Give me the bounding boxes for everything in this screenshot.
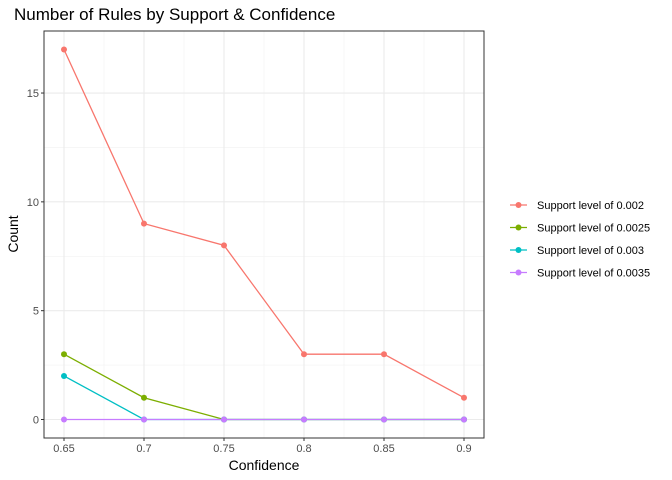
legend-item: Support level of 0.0025 [510, 223, 650, 235]
data-point [61, 372, 67, 379]
legend-key-point [515, 247, 522, 253]
x-axis-title: Confidence [229, 457, 300, 473]
legend-key-point [515, 202, 522, 208]
legend-item: Support level of 0.002 [510, 200, 644, 212]
series-lines [61, 46, 467, 423]
y-tick-label: 15 [27, 88, 39, 100]
data-point [301, 351, 307, 358]
series-1 [61, 46, 467, 401]
y-tick-label: 5 [33, 306, 39, 318]
y-tick-label: 0 [33, 415, 39, 427]
data-point [381, 416, 387, 423]
y-axis-title: Count [5, 215, 21, 252]
series-4 [61, 416, 467, 423]
chart-title: Number of Rules by Support & Confidence [14, 5, 335, 24]
plot-border [43, 30, 485, 439]
data-point [141, 220, 147, 227]
x-tick-label: 0.9 [456, 443, 471, 455]
x-tick-label: 0.75 [213, 443, 234, 455]
legend-label: Support level of 0.0025 [537, 223, 650, 235]
data-point [61, 351, 67, 358]
series-line [63, 49, 465, 399]
data-point [221, 242, 227, 249]
x-tick-label: 0.65 [53, 443, 74, 455]
data-point [61, 416, 67, 423]
legend-item: Support level of 0.0035 [510, 268, 650, 280]
legend: Support level of 0.002 Support level of 0… [510, 200, 650, 280]
data-point [141, 416, 147, 423]
data-point [461, 416, 467, 423]
data-point [221, 416, 227, 423]
legend-label: Support level of 0.002 [537, 200, 644, 212]
data-point [301, 416, 307, 423]
data-point [141, 394, 147, 401]
data-point [61, 46, 67, 53]
x-tick-label: 0.8 [296, 443, 311, 455]
legend-item: Support level of 0.003 [510, 245, 644, 257]
legend-label: Support level of 0.003 [537, 245, 644, 257]
legend-key-point [515, 269, 522, 276]
y-tick-label: 10 [27, 197, 39, 209]
data-point [461, 394, 467, 401]
x-tick-label: 0.7 [136, 443, 151, 455]
legend-label: Support level of 0.0035 [537, 268, 650, 280]
x-axis: 0.65 0.7 0.75 0.8 0.85 0.9 [53, 438, 472, 455]
x-tick-label: 0.85 [373, 443, 394, 455]
y-axis: 0 5 10 15 [27, 88, 44, 427]
data-point [381, 351, 387, 358]
legend-key-point [515, 224, 522, 231]
